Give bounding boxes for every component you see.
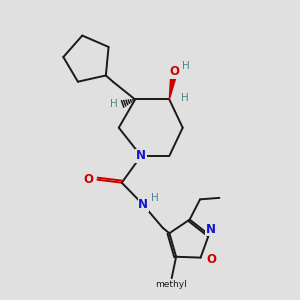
Text: H: H [181,93,189,103]
Text: N: N [136,149,146,162]
Text: N: N [206,223,215,236]
Text: O: O [169,65,179,78]
Text: H: H [110,99,118,109]
Text: H: H [182,61,190,71]
Text: H: H [151,193,159,203]
Text: O: O [84,173,94,186]
Text: O: O [206,253,216,266]
Text: N: N [138,198,148,211]
Polygon shape [169,74,177,100]
Text: methyl: methyl [155,280,187,289]
